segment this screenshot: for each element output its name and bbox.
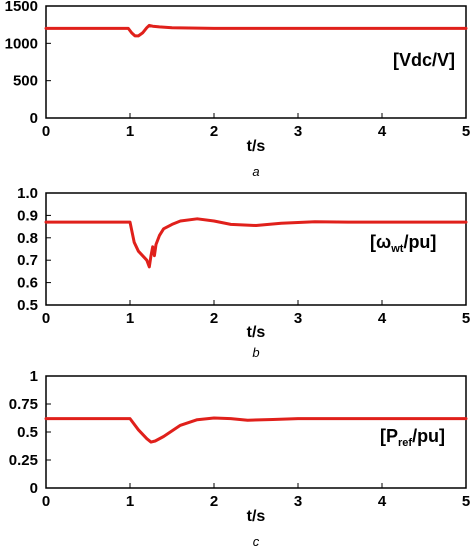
chart-c-legend-label: [Pref/pu]	[380, 426, 445, 449]
chart-c: 0 0.25 0.5 0.75 1 0 1 2 3 4 5 [Pref/pu] t/s c	[9, 368, 470, 549]
chart-c-ytick-label: 0.25	[9, 452, 38, 469]
chart-a: 0 500 1000 1500 0 1 2 3 4 5 [Vdc/V] t/s a	[5, 0, 471, 179]
chart-c-ytick-label: 0	[30, 480, 38, 497]
chart-a-xtick-label: 0	[42, 123, 50, 140]
chart-c-xtick-label: 4	[378, 493, 387, 510]
chart-b: 0.5 0.6 0.7 0.8 0.9 1.0 0 1 2 3 4 5 [ωwt/pu] t/s b	[17, 185, 470, 360]
chart-c-xtick-label: 1	[126, 493, 134, 510]
chart-a-xtick-label: 1	[126, 123, 134, 140]
chart-a-caption: a	[252, 164, 259, 179]
chart-b-xtick-label: 3	[294, 310, 302, 327]
chart-b-xtick-label: 1	[126, 310, 134, 327]
chart-b-plot-frame	[45, 192, 467, 306]
chart-a-xtick-label: 4	[378, 123, 387, 140]
chart-c-series-line	[44, 416, 468, 444]
chart-c-xtick-label: 2	[210, 493, 218, 510]
chart-a-ytick-label: 0	[30, 110, 38, 127]
chart-b-xtick-label: 4	[378, 310, 387, 327]
chart-a-xtick-label: 5	[462, 123, 470, 140]
chart-a-plot-frame	[45, 5, 467, 119]
chart-c-xtick-label: 0	[42, 493, 50, 510]
chart-b-ytick-label: 1.0	[17, 185, 38, 202]
chart-c-ytick-label: 1	[30, 368, 38, 385]
chart-b-xtick-label: 0	[42, 310, 50, 327]
chart-a-xaxis-label: t/s	[247, 138, 266, 155]
chart-a-ytick-label: 1000	[5, 35, 38, 52]
chart-a-ytick-label: 1500	[5, 0, 38, 15]
chart-c-xtick-label: 5	[462, 493, 470, 510]
chart-a-legend-label: [Vdc/V]	[393, 50, 455, 70]
chart-a-series-line	[44, 23, 468, 38]
chart-b-ytick-label: 0.6	[17, 275, 38, 292]
chart-b-xtick-label: 5	[462, 310, 470, 327]
chart-a-xtick-label: 2	[210, 123, 218, 140]
chart-c-plot-frame	[45, 375, 467, 489]
chart-b-legend-label: [ωwt/pu]	[370, 232, 436, 255]
chart-b-caption: b	[252, 345, 259, 360]
chart-b-ytick-label: 0.7	[17, 252, 38, 269]
chart-c-xaxis-label: t/s	[247, 508, 266, 525]
chart-c-xtick-label: 3	[294, 493, 302, 510]
chart-a-xtick-label: 3	[294, 123, 302, 140]
chart-c-caption: c	[253, 534, 260, 549]
chart-b-ytick-label: 0.5	[17, 297, 38, 314]
chart-b-series-line	[44, 217, 468, 269]
chart-b-xtick-label: 2	[210, 310, 218, 327]
chart-b-xaxis-label: t/s	[247, 324, 266, 341]
chart-a-ytick-label: 500	[13, 73, 38, 90]
chart-b-ytick-label: 0.8	[17, 230, 38, 247]
chart-b-ytick-label: 0.9	[17, 207, 38, 224]
chart-c-ytick-label: 0.75	[9, 396, 38, 413]
chart-c-ytick-label: 0.5	[17, 424, 38, 441]
